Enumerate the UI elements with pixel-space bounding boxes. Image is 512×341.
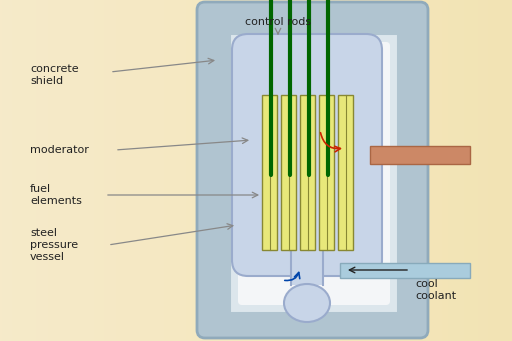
Bar [340,263,470,278]
Bar [291,250,323,285]
Bar [319,95,334,250]
Bar [370,146,470,164]
Bar [262,95,277,250]
Text: cool
coolant: cool coolant [415,279,456,301]
Text: fuel
elements: fuel elements [30,184,82,206]
Bar [281,95,296,250]
FancyBboxPatch shape [219,24,406,316]
Ellipse shape [284,284,330,322]
FancyBboxPatch shape [197,2,428,338]
Text: moderator: moderator [30,145,89,155]
FancyBboxPatch shape [238,42,390,305]
FancyBboxPatch shape [222,26,406,321]
Text: concrete
shield: concrete shield [30,64,79,86]
Bar [300,95,315,250]
Text: control rods: control rods [245,17,311,27]
Text: steel
pressure
vessel: steel pressure vessel [30,228,78,262]
Bar [338,95,353,250]
FancyBboxPatch shape [232,34,382,276]
